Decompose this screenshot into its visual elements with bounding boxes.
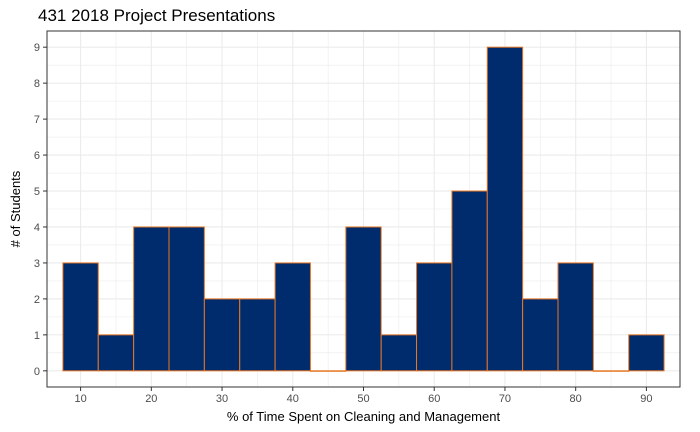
histogram-bar xyxy=(628,334,665,372)
histogram-bar xyxy=(522,298,559,372)
x-tick-label: 20 xyxy=(145,393,157,405)
histogram-bar xyxy=(416,262,453,372)
y-tick-label: 9 xyxy=(34,42,40,54)
x-axis-title: % of Time Spent on Cleaning and Manageme… xyxy=(227,409,501,424)
x-tick-label: 10 xyxy=(74,393,86,405)
histogram-bar xyxy=(557,262,594,372)
y-tick-label: 6 xyxy=(34,150,40,162)
x-tick-label: 90 xyxy=(640,393,652,405)
histogram-bar xyxy=(451,190,488,372)
histogram-bar xyxy=(274,262,311,372)
y-axis-title: # of Students xyxy=(8,170,23,247)
y-tick-label: 2 xyxy=(34,294,40,306)
histogram-bar xyxy=(239,298,276,372)
x-tick-label: 50 xyxy=(357,393,369,405)
histogram-bar xyxy=(97,334,135,372)
y-tick-label: 4 xyxy=(34,222,40,234)
axis-ticks: 10 20 30 40 50 60 70 80 90 0 1 2 3 4 5 6 7 8 9 xyxy=(34,42,653,405)
histogram-bar xyxy=(345,226,382,372)
histogram-bar xyxy=(592,370,630,372)
x-tick-label: 30 xyxy=(216,393,228,405)
y-tick-label: 5 xyxy=(34,186,40,198)
y-tick-label: 8 xyxy=(34,78,40,90)
histogram-bar xyxy=(380,334,418,372)
histogram-bars xyxy=(62,46,665,372)
x-tick-label: 60 xyxy=(428,393,440,405)
y-tick-label: 0 xyxy=(34,366,40,378)
y-tick-label: 1 xyxy=(34,330,40,342)
y-tick-label: 7 xyxy=(34,114,40,126)
histogram-bar xyxy=(168,226,205,372)
x-tick-label: 80 xyxy=(570,393,582,405)
histogram-bar xyxy=(309,370,347,372)
histogram-bar xyxy=(203,298,241,372)
histogram-bar xyxy=(133,226,170,372)
histogram-bar xyxy=(62,262,99,372)
x-tick-label: 70 xyxy=(499,393,511,405)
histogram-bar xyxy=(486,46,524,372)
x-tick-label: 40 xyxy=(287,393,299,405)
chart-title: 431 2018 Project Presentations xyxy=(38,6,276,25)
y-tick-label: 3 xyxy=(34,258,40,270)
